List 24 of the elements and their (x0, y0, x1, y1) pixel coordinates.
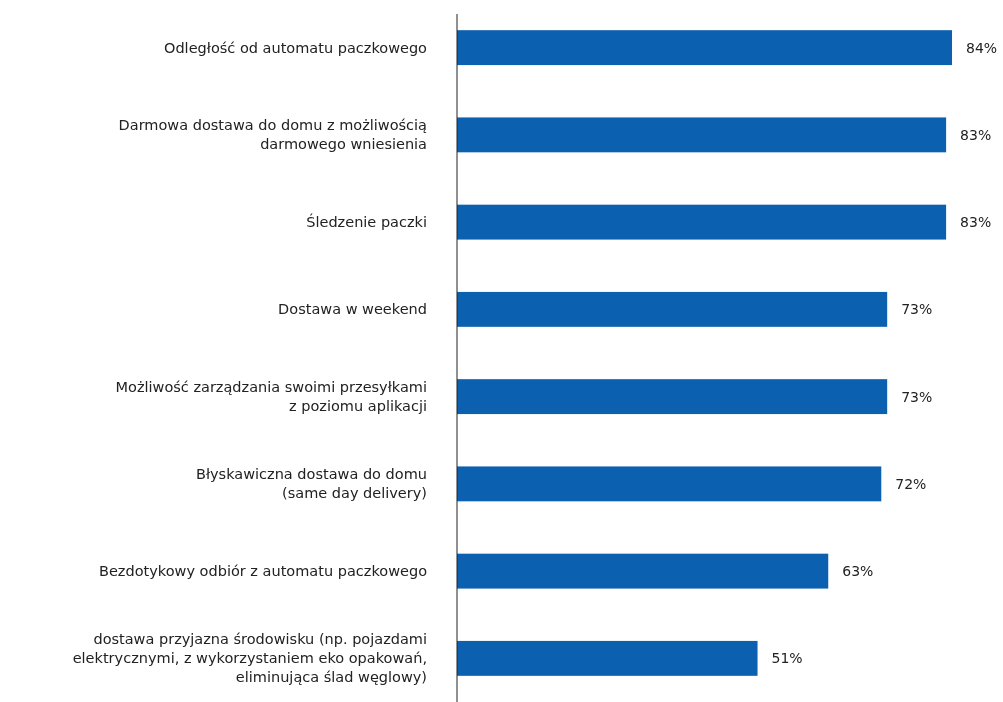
y-tick-label: Śledzenie paczki (306, 213, 427, 231)
bar (457, 204, 947, 240)
data-label: 84% (966, 39, 998, 56)
data-label: 51% (771, 650, 803, 667)
y-tick-label: Dostawa w weekend (278, 301, 427, 318)
bar (457, 466, 882, 502)
bar (457, 117, 947, 153)
bar (457, 379, 888, 415)
data-label: 83% (960, 126, 992, 143)
data-label: 73% (901, 301, 933, 318)
y-tick-label: Darmowa dostawa do domu z możliwością darmowego wniesienia (118, 117, 428, 153)
y-tick-label: dostawa przyjazna środowisku (np. pojazdami elektrycznymi, z wykorzystaniem eko opakowań, eliminująca ślad węglowy) (72, 631, 427, 686)
bar (457, 291, 888, 327)
data-label: 63% (842, 563, 874, 580)
y-tick-label: Odległość od automatu paczkowego (164, 39, 428, 56)
data-label: 72% (895, 475, 927, 492)
data-label: 83% (960, 214, 992, 231)
y-tick-label: Bezdotykowy odbiór z automatu paczkowego (99, 563, 428, 580)
data-label: 73% (901, 388, 933, 405)
y-tick-label: Możliwość zarządzania swoimi przesyłkami z poziomu aplikacji (115, 379, 427, 415)
bar (457, 553, 829, 589)
y-tick-label: Błyskawiczna dostawa do domu (same day delivery) (195, 466, 427, 502)
bar (457, 30, 952, 66)
bar (457, 640, 758, 676)
